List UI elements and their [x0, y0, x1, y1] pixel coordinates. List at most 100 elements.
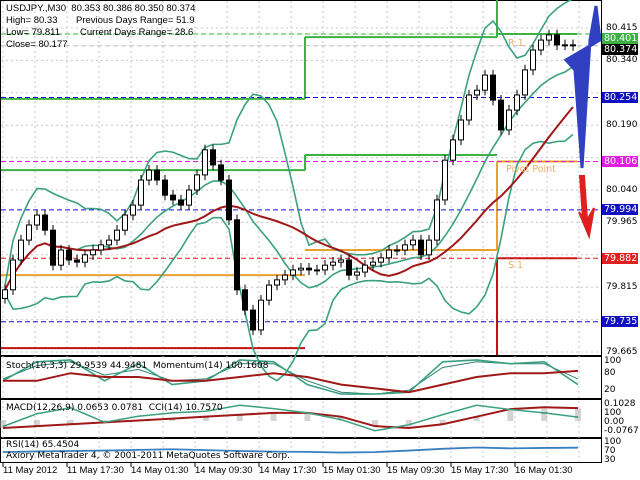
candle-body: [74, 259, 80, 263]
candle-body: [522, 69, 528, 96]
momentum-line: [3, 369, 579, 394]
cci-line: [2, 404, 579, 432]
pane-frame: [0, 399, 602, 438]
price-tag: 80.401: [602, 33, 638, 44]
indicator-scale-label: 0.1028: [604, 399, 636, 409]
candle-body: [202, 149, 208, 176]
candle-body: [338, 259, 344, 263]
candle-body: [514, 94, 520, 111]
candle-body: [482, 74, 488, 91]
candle-body: [106, 239, 112, 246]
x-tick-label: 11 May 2012: [3, 465, 58, 476]
candle-body: [354, 271, 360, 276]
y-tick-label: 79.815: [606, 282, 638, 293]
candle-body: [18, 239, 24, 261]
indicator-scale-label: 100: [604, 437, 622, 447]
candle-body: [146, 169, 152, 181]
candle-body: [10, 259, 16, 291]
candle-body: [186, 189, 192, 206]
candle-body: [530, 49, 536, 71]
y-tick-label: 79.965: [606, 217, 638, 228]
candle-body: [26, 224, 32, 241]
candle-body: [410, 239, 416, 246]
bear-arrow-icon: [578, 175, 595, 240]
y-tick-label: 80.340: [606, 55, 638, 66]
pivot-point-label: Pivot Point: [506, 164, 556, 175]
candle-body: [122, 214, 128, 231]
candle-body: [402, 244, 408, 251]
x-tick-label: 14 May 17:30: [259, 465, 317, 476]
current-days-range: Current Days Range= 28.6: [80, 27, 194, 38]
candle-body: [322, 264, 328, 271]
candle-body: [50, 229, 56, 266]
price-tag: 79.882: [602, 252, 638, 264]
low-value: Low= 79.811: [6, 27, 60, 38]
candle-body: [450, 139, 456, 161]
y-tick-label: 79.665: [606, 347, 638, 357]
stoch-label: Stoch(10,3,3) 29.9539 44.9481 Momentum(1…: [6, 361, 269, 371]
candle-body: [538, 39, 544, 51]
candle-body: [194, 174, 200, 191]
candle-body: [370, 261, 376, 266]
candle-body: [562, 44, 568, 47]
candle-body: [210, 149, 216, 166]
x-tick-label: 14 May 09:30: [195, 465, 253, 476]
macd-label: MACD(12,26,9) 0.0653 0.0781 CCI(14) 10.7…: [6, 403, 223, 413]
symbol-ohlc: USDJPY.,M30 80.353 80.386 80.350 80.374: [6, 3, 196, 14]
price-tag: 79.735: [602, 316, 638, 328]
candle-body: [418, 239, 424, 256]
indicator-scale-label: 70: [604, 446, 616, 456]
candle-body: [474, 89, 480, 96]
candle-body: [162, 179, 168, 196]
indicator-scale-label: 100: [604, 408, 622, 418]
candle-body: [274, 279, 280, 286]
y-tick-label: 80.190: [606, 120, 638, 131]
candle-body: [394, 249, 400, 252]
y-tick-label: 80.415: [606, 23, 638, 33]
candle-body: [170, 194, 176, 201]
candle-body: [490, 74, 496, 101]
candle-body: [498, 99, 504, 131]
candle-body: [330, 261, 336, 266]
candle-body: [2, 289, 8, 299]
r1-label: R 1: [508, 38, 524, 49]
candle-body: [426, 239, 432, 256]
indicator-scale-label: 30: [604, 455, 616, 465]
candle-body: [434, 199, 440, 241]
bollinger-upper: [4, 0, 573, 286]
candle-body: [290, 269, 296, 276]
indicator-scale-label: 20: [604, 385, 616, 395]
candle-body: [34, 214, 40, 226]
candle-body: [466, 94, 472, 121]
high-value: High= 80.33: [6, 15, 58, 26]
candle-body: [346, 259, 352, 276]
candle-body: [234, 219, 240, 291]
candle-body: [242, 289, 248, 311]
copyright: Axiory MetaTrader 4, © 2001-2011 MetaQuo…: [6, 451, 291, 461]
candle-body: [58, 249, 64, 266]
rsi-line: [2, 446, 579, 454]
indicator-scale-label: 0.00: [604, 417, 625, 427]
candle-body: [154, 169, 160, 181]
candle-body: [378, 257, 384, 263]
indicator-scale-label: 100: [604, 356, 622, 366]
pane-frame: [0, 0, 602, 356]
candle-body: [282, 274, 288, 281]
candle-body: [218, 164, 224, 181]
candle-body: [298, 267, 304, 271]
indicator-scale-label: 80: [604, 368, 616, 378]
candle-body: [178, 199, 184, 206]
previous-days-range: Previous Days Range= 51.9: [76, 15, 195, 26]
candle-body: [362, 264, 368, 273]
candle-body: [306, 267, 312, 271]
candle-body: [314, 269, 320, 272]
price-tag: 79.994: [602, 204, 638, 216]
candle-body: [546, 34, 552, 41]
x-tick-label: 15 May 01:30: [323, 465, 381, 476]
candle-body: [258, 299, 264, 331]
candle-body: [98, 244, 104, 251]
candle-body: [554, 34, 560, 46]
x-tick-label: 15 May 09:30: [387, 465, 445, 476]
candle-body: [66, 249, 72, 261]
